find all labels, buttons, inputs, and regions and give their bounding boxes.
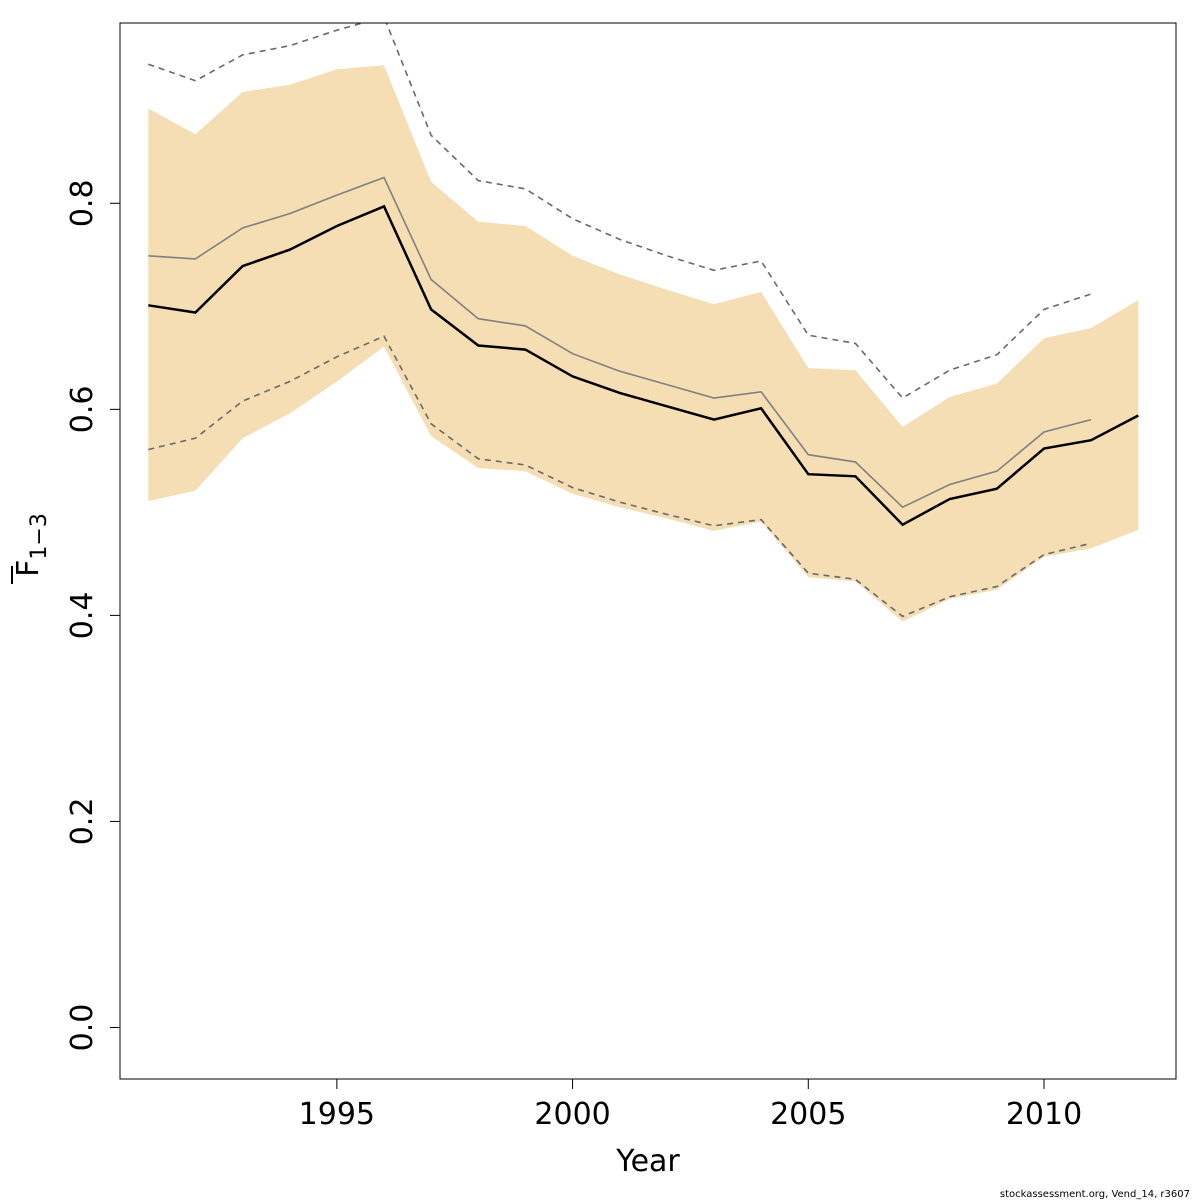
credit-text: stockassessment.org, Vend_14, r3607 xyxy=(999,1189,1190,1200)
series-line-previous-lower xyxy=(148,335,1092,618)
y-axis-title: F1−3 xyxy=(11,513,52,584)
x-tick-label: 2000 xyxy=(534,1097,610,1132)
x-tick-label: 1995 xyxy=(299,1097,375,1132)
x-axis-title: Year xyxy=(615,1144,680,1179)
y-tick-label: 0.0 xyxy=(65,1004,100,1052)
y-tick-label: 0.6 xyxy=(65,385,100,433)
x-tick-label: 2010 xyxy=(1006,1097,1082,1132)
plot-content xyxy=(148,23,1139,622)
y-axis: 0.0 0.2 0.4 0.6 0.8 xyxy=(65,179,120,1051)
x-axis: 1995 2000 2005 2010 xyxy=(299,1079,1082,1132)
plot-frame xyxy=(119,22,1177,1080)
y-axis-title-subscript: 1−3 xyxy=(27,513,52,559)
y-axis-title-symbol: F xyxy=(11,560,46,577)
x-tick-label: 2005 xyxy=(770,1097,846,1132)
confidence-band xyxy=(148,65,1139,622)
y-tick-label: 0.2 xyxy=(65,798,100,846)
svg-text:F1−3: F1−3 xyxy=(11,513,52,577)
y-tick-label: 0.4 xyxy=(65,592,100,640)
series-line-previous xyxy=(148,176,1092,509)
series-line-estimate xyxy=(148,204,1139,527)
y-tick-label: 0.8 xyxy=(65,179,100,227)
series-line-previous-upper xyxy=(148,23,1092,400)
